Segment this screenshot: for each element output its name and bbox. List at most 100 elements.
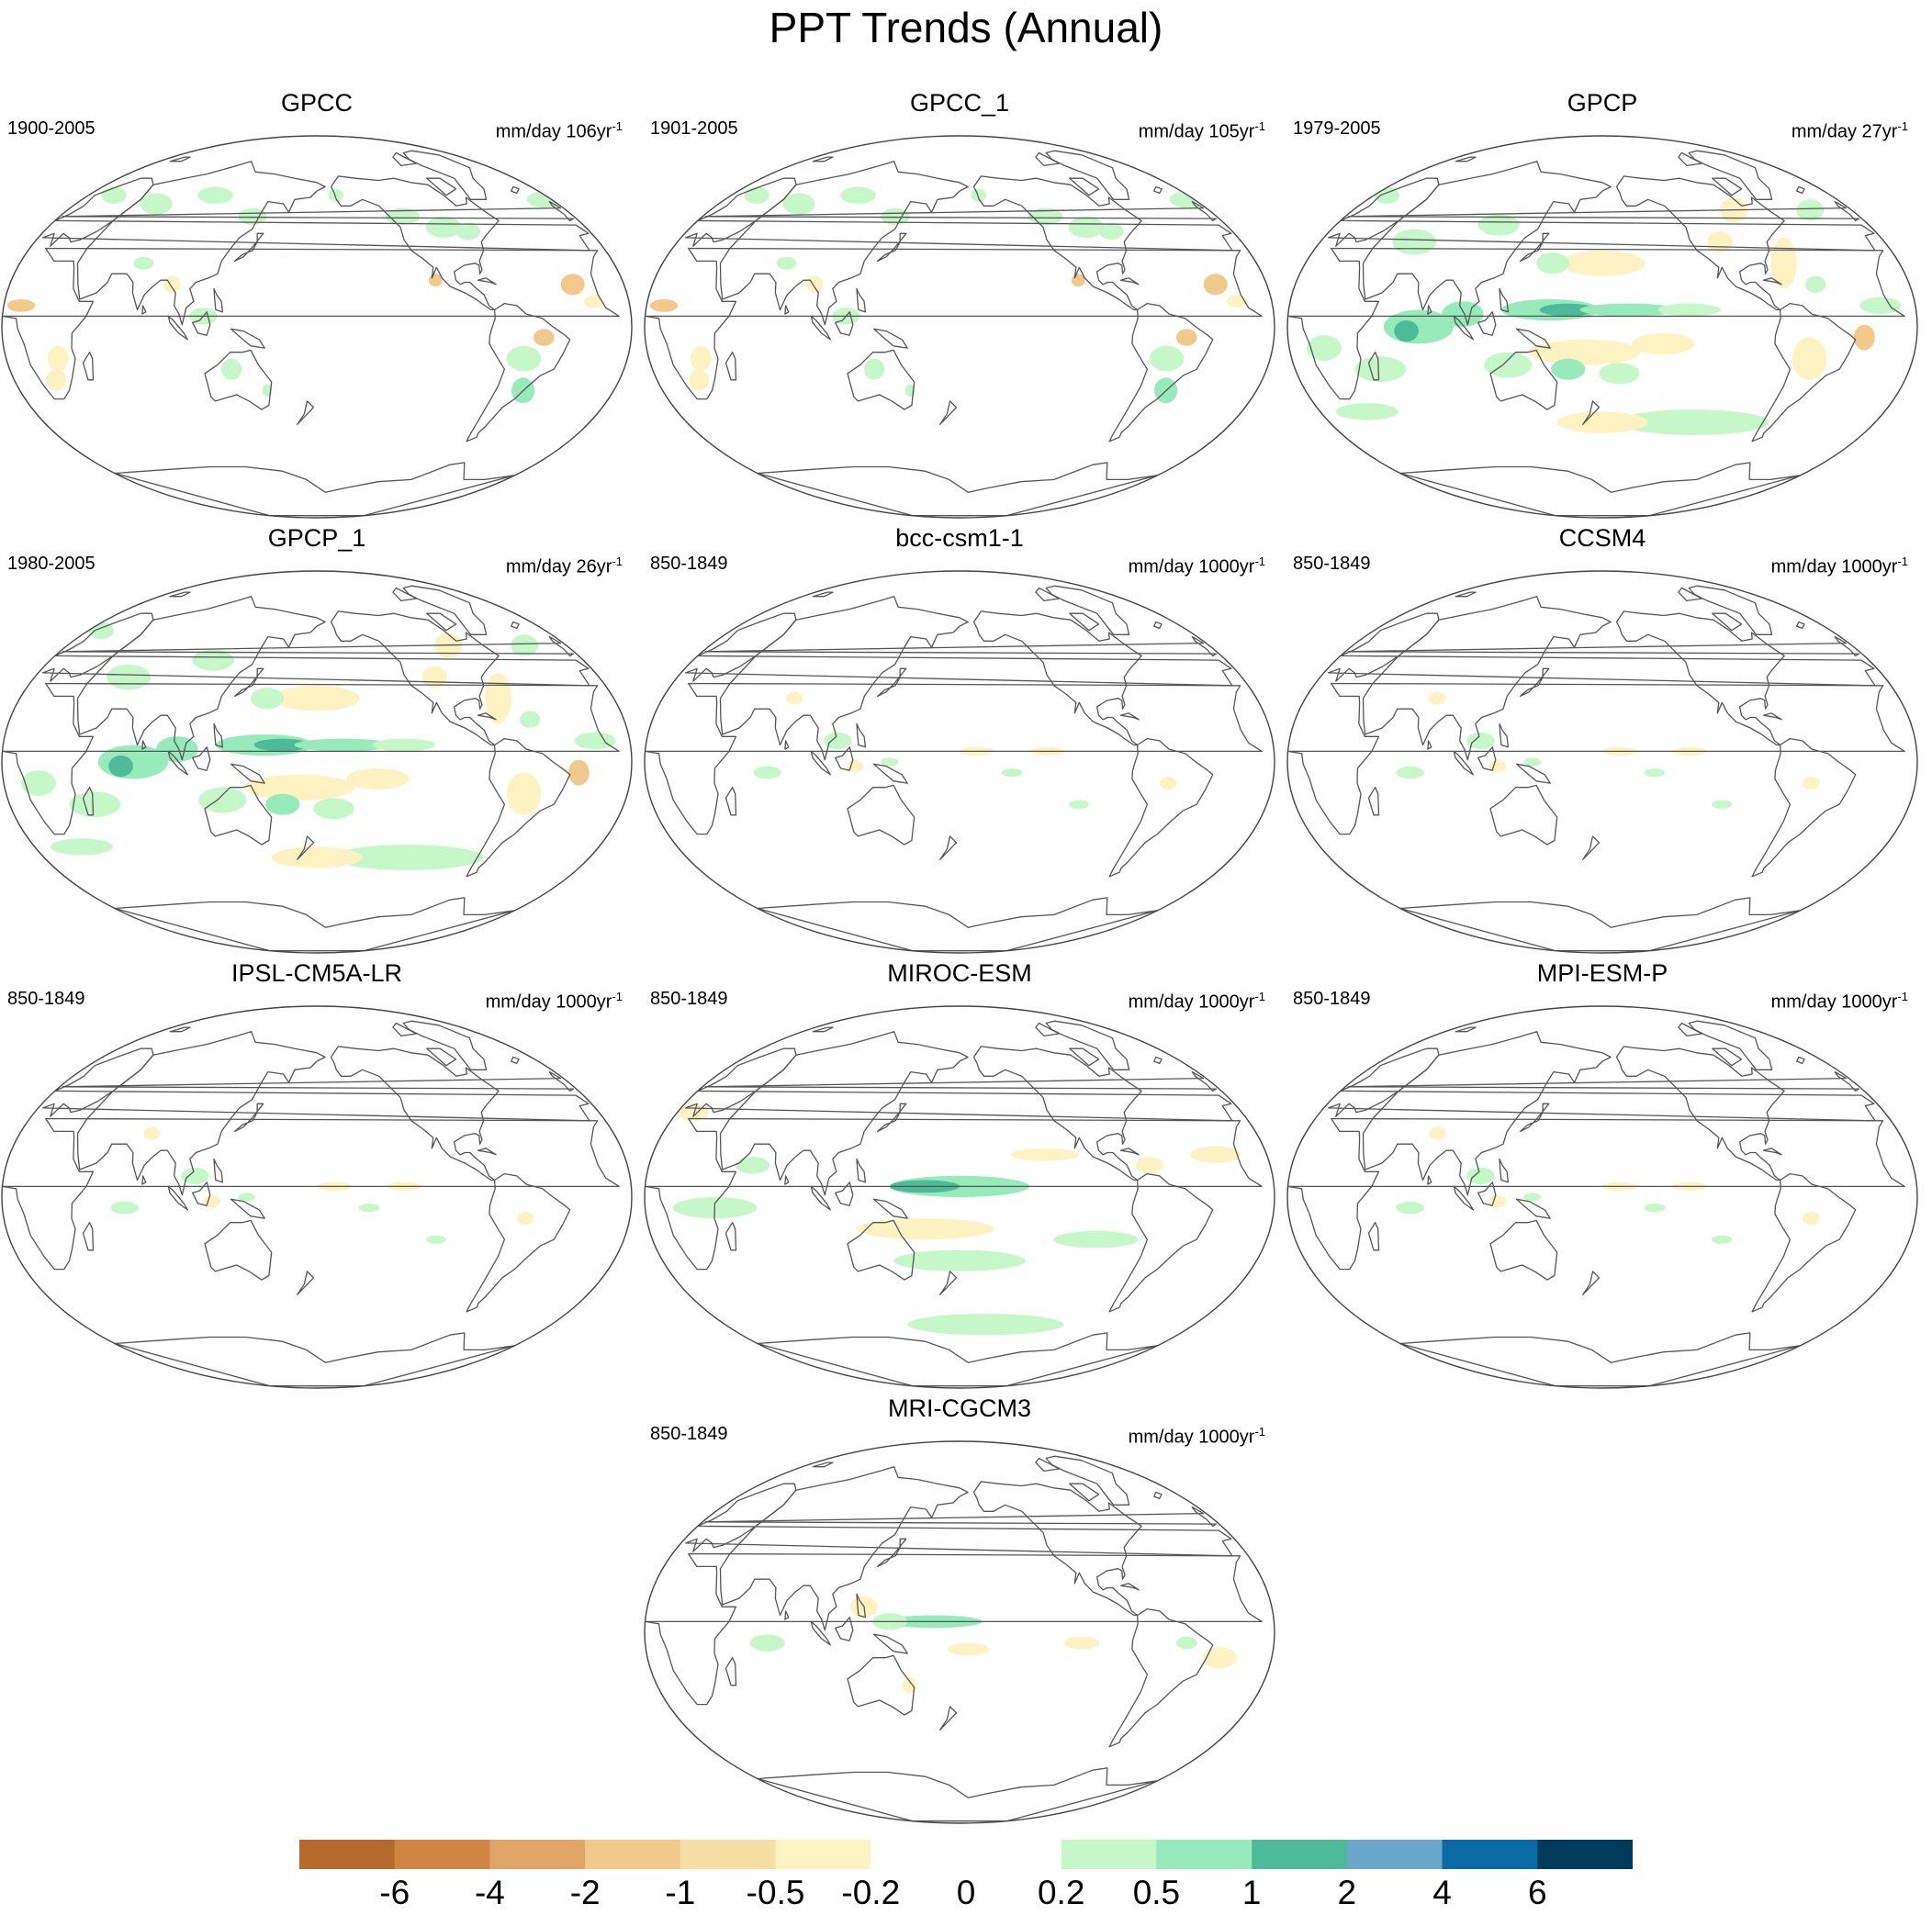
coastlines <box>645 1020 1263 1387</box>
coastlines <box>645 1455 1263 1822</box>
trend-region <box>372 738 436 752</box>
coastline-new-zealand <box>939 400 958 425</box>
colorbar-tick-label: -2 <box>569 1874 601 1911</box>
coastline-new-guinea <box>872 328 908 349</box>
panel-units: mm/day 1000yr-1 <box>1770 554 1908 577</box>
panel-period: 850-1849 <box>1293 554 1371 574</box>
coastline-africa <box>645 1117 1263 1271</box>
trend-region <box>1579 303 1678 317</box>
colorbar-tick-label: 4 <box>1432 1874 1452 1911</box>
trend-region <box>221 358 242 380</box>
map-background <box>1287 571 1917 953</box>
coastline-cuba <box>1762 1148 1782 1156</box>
coastline-madagascar <box>724 352 737 381</box>
coastline-south-america <box>1751 1172 1857 1313</box>
coastline-philippines <box>1499 722 1510 748</box>
trend-region <box>253 738 310 752</box>
coastline-sri-lanka <box>784 1175 790 1185</box>
coastline-borneo <box>192 746 211 771</box>
coastline-south-america <box>1108 1607 1214 1748</box>
trend-region <box>108 756 133 778</box>
colorbar-tick-label: 2 <box>1337 1874 1357 1911</box>
trend-region <box>1429 691 1446 705</box>
trend-region <box>1392 229 1437 255</box>
trend-region <box>140 193 173 215</box>
coastline-ellesmere <box>392 1022 418 1037</box>
trend-region <box>1529 339 1641 365</box>
colorbar-box <box>299 1840 396 1869</box>
coastline-philippines <box>213 722 224 748</box>
panel-period: 850-1849 <box>650 989 728 1009</box>
coastline-australia <box>847 1654 915 1716</box>
coastline-borneo <box>192 1181 211 1206</box>
trend-region <box>1396 766 1424 779</box>
coastline-asia <box>719 161 969 326</box>
coastline-borneo <box>835 1617 854 1641</box>
trend-region <box>346 767 410 790</box>
coastline-cuba <box>1119 712 1140 721</box>
trend-region <box>1394 320 1419 342</box>
coastline-new-guinea <box>1515 1198 1551 1219</box>
world-map <box>1 570 633 954</box>
panel-title: GPCP <box>1567 89 1638 117</box>
trend-region <box>776 256 797 270</box>
coastline-africa <box>1287 1117 1905 1271</box>
coastline-south-america <box>466 302 571 442</box>
trend-region <box>1064 1636 1100 1650</box>
trend-region <box>907 1314 1064 1336</box>
coastline-madagascar <box>1367 787 1380 816</box>
trend-region <box>238 207 267 225</box>
trend-region <box>526 191 564 208</box>
coastline-borneo <box>835 311 854 336</box>
trend-shading <box>1307 186 1902 435</box>
coastline-svalbard <box>1455 591 1477 598</box>
coastline-cuba <box>1762 712 1782 721</box>
colorbar-labels: -6 -4 -2 -1 -0.5 -0.2 0 0.2 0.5 1 2 4 6 <box>0 1873 1932 1915</box>
coastline-sumatra <box>810 1620 831 1646</box>
trend-region <box>1135 1157 1163 1174</box>
trend-region <box>192 649 234 671</box>
coastline-new-zealand <box>1582 1271 1601 1295</box>
trend-region <box>506 772 542 815</box>
coastline-sri-lanka <box>784 740 790 750</box>
coastline-iceland <box>511 1056 520 1065</box>
coastline-sumatra <box>167 315 188 341</box>
coastline-sri-lanka <box>1427 740 1432 750</box>
coastline-iceland <box>1796 1056 1805 1065</box>
coastline-sri-lanka <box>784 305 790 315</box>
coastline-sri-lanka <box>141 305 147 315</box>
coastline-south-america <box>1108 302 1214 442</box>
trend-region <box>425 216 462 238</box>
coastline-asia <box>1362 1031 1612 1196</box>
coastline-iceland <box>1153 1056 1163 1065</box>
trend-region <box>133 256 154 270</box>
coastline-south-america <box>466 1172 571 1313</box>
colorbar-tick-label: 6 <box>1527 1874 1547 1911</box>
coastline-new-zealand <box>297 400 315 425</box>
coastline-philippines <box>1499 287 1510 313</box>
coastlines <box>645 150 1263 517</box>
coastline-greenland <box>402 150 488 200</box>
coastline-australia <box>1489 784 1558 846</box>
trend-region <box>520 711 541 728</box>
trend-region <box>251 688 285 710</box>
trend-region <box>1010 1148 1080 1161</box>
map-panel-mri-cgcm3: MRI-CGCM3 850-1849 mm/day 1000yr-1 <box>643 1394 1276 1825</box>
coastline-new-guinea <box>1515 763 1551 784</box>
trend-region <box>181 1167 209 1185</box>
coastline-australia <box>204 1219 273 1281</box>
coastline-greenland <box>1045 150 1130 200</box>
coastline-philippines <box>213 1158 224 1183</box>
trend-region <box>744 186 769 204</box>
trend-region <box>1796 199 1825 221</box>
trend-region <box>1536 252 1570 274</box>
coastline-svalbard <box>812 156 834 162</box>
trend-region <box>331 845 484 870</box>
map-panel-gpcp-1: GPCP_1 1980-2005 mm/day 26yr-1 <box>0 523 634 955</box>
world-map <box>1 135 633 519</box>
coastline-sri-lanka <box>141 740 147 750</box>
trend-region <box>485 673 511 724</box>
coastline-britain <box>62 1070 575 1092</box>
coastline-north-america <box>330 1046 500 1181</box>
coastline-new-guinea <box>1515 328 1551 349</box>
